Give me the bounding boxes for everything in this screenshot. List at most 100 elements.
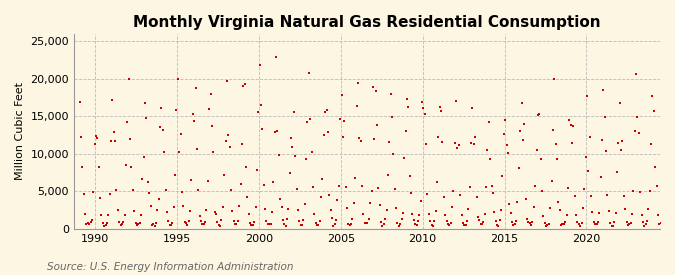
- Point: [161, 210, 172, 214]
- Point: [217, 205, 228, 209]
- Point: [468, 142, 479, 147]
- Point: [235, 182, 246, 186]
- Point: [82, 221, 93, 225]
- Point: [579, 187, 590, 191]
- Point: [657, 223, 668, 227]
- Point: [97, 221, 108, 225]
- Point: [259, 183, 269, 188]
- Point: [275, 196, 286, 201]
- Point: [603, 208, 614, 213]
- Point: [171, 108, 182, 112]
- Point: [512, 199, 523, 204]
- Point: [224, 145, 235, 149]
- Point: [410, 222, 421, 227]
- Point: [114, 220, 125, 224]
- Point: [455, 193, 466, 198]
- Point: [319, 133, 329, 137]
- Point: [74, 100, 85, 104]
- Point: [493, 224, 504, 228]
- Point: [582, 94, 593, 98]
- Point: [173, 149, 184, 154]
- Point: [223, 133, 234, 137]
- Point: [256, 103, 267, 108]
- Point: [300, 156, 311, 161]
- Point: [165, 222, 176, 227]
- Point: [221, 78, 232, 83]
- Point: [110, 139, 121, 144]
- Point: [580, 155, 591, 159]
- Point: [632, 115, 643, 120]
- Point: [574, 222, 585, 227]
- Point: [164, 223, 175, 227]
- Point: [149, 224, 160, 228]
- Point: [595, 175, 606, 179]
- Point: [481, 185, 491, 190]
- Point: [475, 222, 486, 226]
- Point: [534, 112, 545, 117]
- Point: [77, 165, 88, 169]
- Point: [448, 189, 459, 193]
- Point: [219, 172, 230, 177]
- Point: [655, 221, 666, 226]
- Point: [520, 196, 531, 201]
- Point: [571, 213, 582, 217]
- Point: [284, 171, 295, 175]
- Point: [609, 220, 620, 224]
- Point: [338, 135, 348, 139]
- Point: [407, 211, 418, 216]
- Point: [121, 163, 132, 167]
- Point: [193, 188, 204, 192]
- Point: [634, 189, 645, 194]
- Point: [178, 203, 189, 208]
- Point: [308, 185, 319, 190]
- Point: [408, 218, 419, 223]
- Point: [398, 211, 408, 215]
- Point: [638, 220, 649, 225]
- Point: [299, 202, 310, 206]
- Point: [347, 217, 358, 222]
- Point: [616, 148, 626, 152]
- Point: [294, 219, 304, 224]
- Point: [463, 207, 474, 211]
- Point: [257, 127, 268, 131]
- Point: [157, 128, 168, 132]
- Point: [537, 189, 547, 194]
- Point: [197, 222, 208, 226]
- Point: [220, 138, 231, 143]
- Point: [360, 221, 371, 226]
- Point: [144, 191, 155, 196]
- Point: [267, 209, 277, 214]
- Point: [346, 222, 356, 226]
- Point: [587, 210, 598, 214]
- Point: [186, 178, 197, 182]
- Point: [500, 118, 510, 122]
- Point: [438, 195, 449, 199]
- Point: [192, 146, 202, 151]
- Point: [323, 130, 333, 134]
- Point: [479, 212, 490, 216]
- Point: [447, 205, 458, 210]
- Point: [276, 205, 287, 209]
- Point: [550, 142, 561, 147]
- Point: [324, 193, 335, 197]
- Point: [265, 222, 276, 226]
- Point: [156, 106, 167, 111]
- Point: [287, 145, 298, 150]
- Point: [141, 116, 152, 120]
- Point: [273, 153, 284, 157]
- Point: [168, 204, 179, 209]
- Point: [452, 146, 463, 150]
- Point: [423, 212, 434, 216]
- Point: [467, 105, 478, 110]
- Point: [651, 184, 662, 189]
- Point: [184, 219, 194, 223]
- Point: [177, 190, 188, 194]
- Point: [304, 117, 315, 121]
- Point: [242, 194, 253, 199]
- Point: [383, 173, 394, 178]
- Point: [342, 205, 352, 210]
- Point: [362, 221, 373, 226]
- Point: [204, 106, 215, 111]
- Point: [613, 141, 624, 145]
- Point: [336, 93, 347, 97]
